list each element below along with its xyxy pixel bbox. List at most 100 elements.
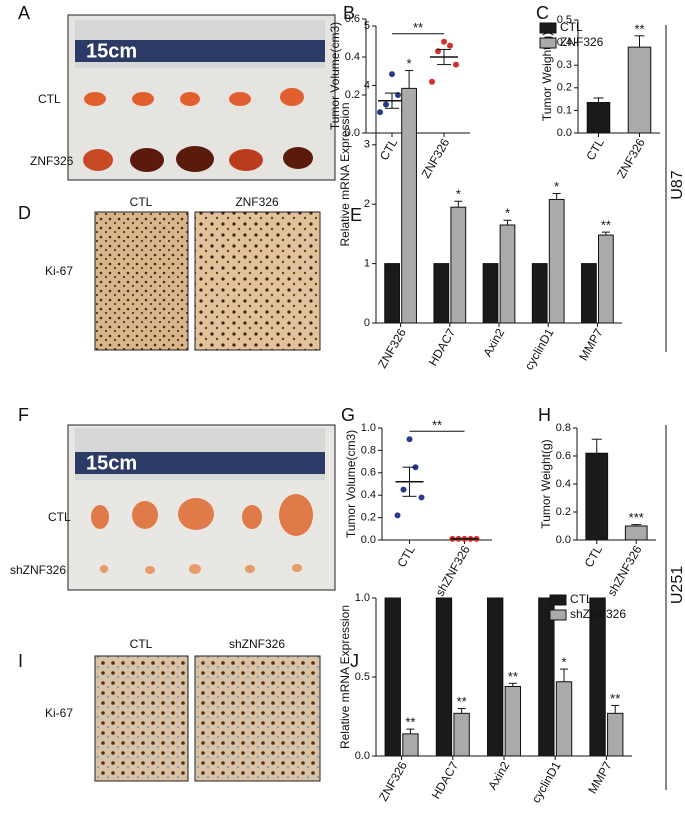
y-tick-label: 0.0: [557, 127, 572, 139]
data-point: [447, 42, 453, 49]
bar: [548, 198, 565, 324]
stain-label: Ki-67: [45, 264, 73, 278]
x-tick-label: Axin2: [480, 326, 507, 359]
bar: [450, 206, 467, 324]
x-tick-label: MMP7: [576, 326, 606, 363]
column-label: CTL: [130, 637, 153, 651]
x-tick-label: ZNF326: [419, 136, 453, 181]
x-tick-label: ZNF326: [376, 759, 410, 804]
data-point: [406, 436, 413, 443]
significance: **: [432, 418, 442, 433]
legend-swatch: [549, 594, 567, 606]
y-tick-label: 4: [364, 79, 370, 91]
x-tick-label: MMP7: [585, 759, 615, 796]
significance: *: [505, 206, 510, 221]
y-tick-label: 0.4: [557, 37, 572, 49]
y-axis-label: Tumor Weight(g): [539, 439, 553, 528]
bar: [433, 263, 450, 324]
y-tick-label: 1.0: [361, 422, 376, 434]
panel-letter: A: [18, 3, 30, 23]
bar: [586, 101, 611, 134]
y-tick-label: 0.4: [345, 51, 360, 63]
bar: [581, 263, 597, 324]
data-point: [441, 38, 447, 45]
bar: [538, 597, 555, 757]
significance: *: [456, 187, 461, 202]
x-tick-label: ZNF326: [614, 136, 648, 181]
bar: [585, 452, 609, 541]
bar: [453, 712, 470, 757]
y-tick-label: 0.6: [556, 450, 571, 462]
bar: [624, 525, 648, 541]
y-axis-label: Tumor Weight(g): [540, 32, 554, 121]
significance: *: [407, 56, 412, 71]
y-tick-label: 0.6: [345, 13, 360, 25]
panel-letter: D: [18, 203, 31, 223]
data-point: [453, 61, 459, 68]
significance: **: [413, 20, 423, 35]
y-axis-label: Tumor Volume(cm3): [328, 22, 342, 130]
y-tick-label: 0.5: [355, 671, 370, 683]
significance: **: [601, 218, 611, 233]
bar: [384, 263, 400, 324]
panel-letter: I: [18, 651, 23, 671]
micrograph: [194, 655, 321, 782]
y-tick-label: 0.2: [361, 512, 376, 524]
photo-f: 15cm: [67, 424, 336, 591]
row-label: shZNF326: [10, 563, 66, 577]
y-tick-label: 0.6: [361, 467, 376, 479]
y-tick-label: 0.4: [361, 489, 376, 501]
legend-label: CTL: [560, 20, 583, 34]
y-tick-label: 0.0: [556, 534, 571, 546]
scale-label: 15cm: [86, 40, 137, 62]
panel-letter: F: [18, 405, 29, 425]
y-tick-label: 0.4: [556, 478, 571, 490]
column-label: CTL: [130, 195, 153, 209]
x-tick-label: cyclinD1: [529, 759, 564, 806]
bar: [627, 46, 652, 134]
data-point: [383, 101, 389, 108]
legend-label: ZNF326: [560, 35, 604, 49]
bar: [499, 224, 516, 324]
y-tick-label: 5: [364, 20, 370, 32]
bar: [482, 263, 499, 324]
panel-letter: C: [536, 3, 549, 23]
bar: [402, 733, 419, 757]
y-tick-label: 0.8: [556, 422, 571, 434]
significance: **: [405, 715, 415, 730]
x-tick-label: CTL: [377, 136, 401, 163]
panel-letter: J: [350, 651, 359, 671]
panel-letter: E: [350, 205, 362, 225]
x-tick-label: shZNF326: [433, 543, 473, 599]
y-tick-label: 2: [364, 198, 370, 210]
x-tick-label: shZNF326: [604, 543, 644, 599]
column-label: ZNF326: [235, 195, 279, 209]
y-tick-label: 0.0: [361, 534, 376, 546]
panel-letter: H: [538, 405, 551, 425]
data-point: [377, 109, 383, 116]
bar: [607, 712, 624, 757]
y-tick-label: 3: [364, 139, 370, 151]
significance: **: [508, 669, 518, 684]
legend-swatch: [549, 609, 567, 621]
micrograph: [94, 655, 189, 782]
panel-letter: B: [343, 3, 355, 23]
x-tick-label: CTL: [394, 543, 418, 570]
significance: ***: [629, 510, 644, 525]
y-axis-label: Relative mRNA Expression: [338, 605, 352, 749]
y-tick-label: 0.1: [557, 104, 572, 116]
significance: *: [562, 655, 567, 670]
y-tick-label: 0.0: [345, 127, 360, 139]
significance: **: [610, 691, 620, 706]
photo-a: 15cm: [67, 14, 336, 181]
bar: [401, 87, 417, 324]
bar: [435, 597, 453, 757]
scale-label: 15cm: [86, 452, 137, 474]
y-tick-label: 0.8: [361, 444, 376, 456]
significance: **: [634, 21, 644, 36]
y-tick-label: 0.2: [345, 89, 360, 101]
y-axis-label: Tumor Volume(cm3): [344, 430, 358, 538]
x-tick-label: CTL: [583, 136, 607, 163]
